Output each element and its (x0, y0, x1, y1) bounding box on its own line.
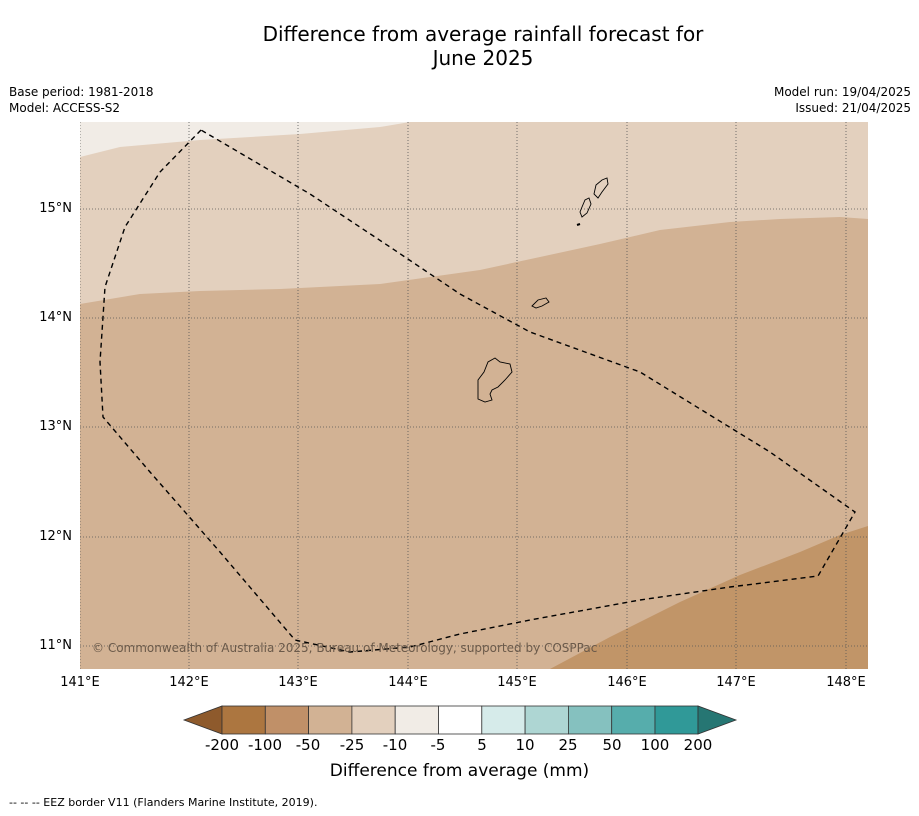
colorbar-swatch (567, 705, 613, 735)
colorbar-tick: 100 (640, 736, 670, 754)
model-name: Model: ACCESS-S2 (9, 101, 121, 115)
lon-label-142e: 142°E (169, 675, 209, 690)
colorbar-arrow-high (697, 705, 738, 735)
colorbar-tick: 5 (477, 736, 487, 754)
map-copyright: © Commonwealth of Australia 2025, Bureau… (92, 641, 598, 655)
colorbar-tick: -200 (204, 736, 240, 754)
graticule (80, 122, 868, 669)
island-aguijan (576, 223, 581, 226)
lon-label-147e: 147°E (716, 675, 756, 690)
band-minus100 (550, 526, 868, 669)
lon-label-144e: 144°E (388, 675, 428, 690)
lat-label-13n: 13°N (39, 419, 72, 434)
colorbar-swatch (394, 705, 439, 735)
issued-date: Issued: 21/04/2025 (795, 101, 911, 115)
meta-left: Base period: 1981-2018 Model: ACCESS-S2 (9, 84, 154, 116)
colorbar-tick: 50 (602, 736, 622, 754)
lon-label-146e: 146°E (607, 675, 647, 690)
rainfall-map (80, 122, 868, 669)
island-rota (531, 297, 550, 309)
islands (477, 177, 609, 403)
colorbar-tick: -25 (339, 736, 365, 754)
colorbar-swatch (221, 705, 266, 735)
eez-footnote: -- -- -- EEZ border V11 (Flanders Marine… (9, 796, 318, 809)
colorbar-title: Difference from average (mm) (329, 761, 590, 781)
colorbar-swatch (654, 705, 699, 735)
model-run: Model run: 19/04/2025 (773, 85, 911, 99)
lon-label-148e: 148°E (826, 675, 866, 690)
colorbar-tick: -50 (295, 736, 321, 754)
colorbar-arrow-low (182, 705, 223, 735)
lat-label-14n: 14°N (39, 310, 72, 325)
island-saipan (593, 177, 609, 199)
title-line-1: Difference from average rainfall forecas… (262, 22, 704, 46)
colorbar-swatch (611, 705, 656, 735)
map-title: Difference from average rainfall forecas… (0, 22, 919, 70)
colorbar (182, 705, 738, 735)
title-line-2: June 2025 (432, 46, 534, 70)
eez-border (99, 129, 856, 653)
band-minus10 (80, 122, 410, 157)
lon-label-143e: 143°E (278, 675, 318, 690)
lat-label-11n: 11°N (39, 638, 72, 653)
lon-label-145e: 145°E (497, 675, 537, 690)
colorbar-tick: -100 (247, 736, 283, 754)
island-guam (477, 357, 513, 403)
lon-label-141e: 141°E (60, 675, 100, 690)
colorbar-tick: 10 (515, 736, 535, 754)
lat-label-12n: 12°N (39, 529, 72, 544)
lat-label-15n: 15°N (39, 201, 72, 216)
colorbar-swatch (351, 705, 396, 735)
colorbar-tick: -5 (430, 736, 446, 754)
colorbar-swatch (481, 705, 526, 735)
colorbar-tick: -10 (382, 736, 408, 754)
band-minus25 (80, 122, 868, 304)
colorbar-swatch (524, 705, 569, 735)
colorbar-tick: 25 (558, 736, 578, 754)
colorbar-tick: 200 (683, 736, 713, 754)
colorbar-swatch (438, 705, 483, 735)
island-tinian (579, 197, 592, 218)
colorbar-swatch (264, 705, 310, 735)
colorbar-swatch (308, 705, 353, 735)
meta-right: Model run: 19/04/2025 Issued: 21/04/2025 (774, 84, 911, 116)
base-period: Base period: 1981-2018 (9, 85, 154, 99)
